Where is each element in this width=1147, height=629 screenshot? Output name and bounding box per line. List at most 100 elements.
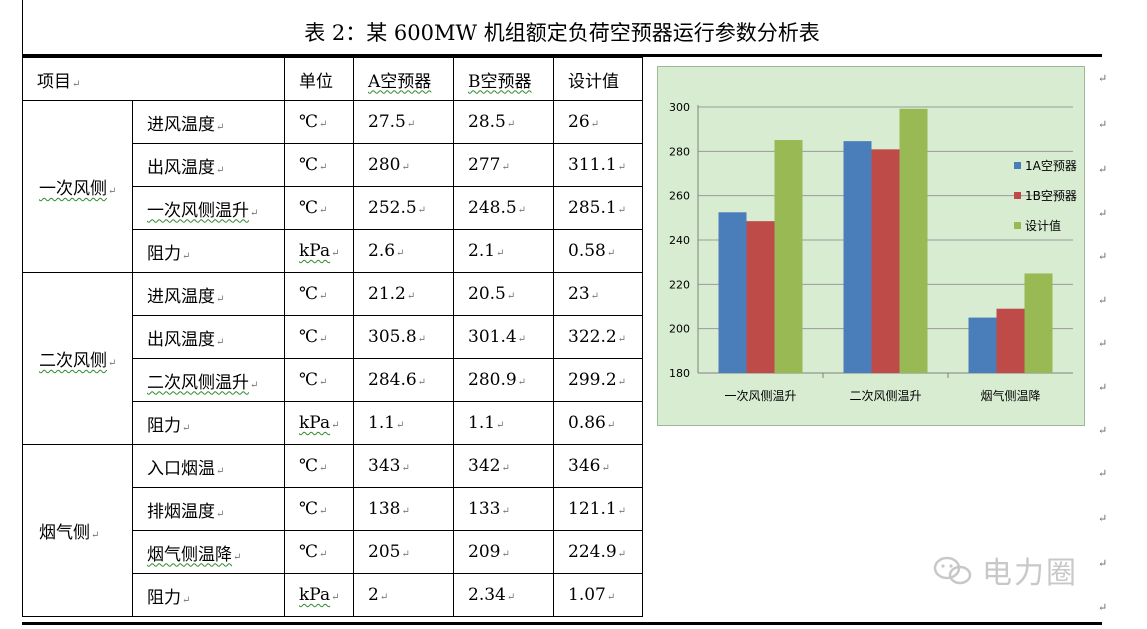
item-cell-text: 阻力 [147,243,181,264]
bar [968,317,997,373]
unit-cell: ℃↵ [284,530,354,574]
header-item: 项目↵ [22,57,285,101]
paragraph-mark: ↵ [182,250,191,262]
legend-swatch [1014,222,1021,229]
b-value-cell: 248.5↵ [453,186,554,230]
unit-cell-text: ℃ [299,198,319,218]
paragraph-mark: ↵ [606,248,616,259]
b-value-cell: 133↵ [453,487,554,531]
design-value-cell-text: 0.58 [568,241,606,261]
paragraph-mark: ↵ [216,121,225,133]
paragraph-mark: ↵ [401,463,410,474]
paragraph-mark: ↵ [417,377,427,388]
header-b-label: B空预器 [468,71,532,92]
b-value-cell: 2.34↵ [453,573,554,617]
group-name: 一次风侧 [39,179,107,199]
unit-cell-text: ℃ [299,112,319,132]
unit-cell-text: ℃ [299,542,319,562]
unit-cell: ℃↵ [284,444,354,488]
bar [718,212,747,373]
a-value-cell-text: 138 [368,499,401,519]
table-row: 烟气侧↵ 入口烟温↵ ℃↵ 343↵ 342↵ 346↵ [22,444,643,617]
margin-paragraph-mark: ↵ [1098,163,1108,176]
a-value-cell: 2↵ [353,573,454,617]
table-row: 烟气侧温降↵ ℃↵ 205↵ 209↵ 224.9↵ [23,530,643,574]
paragraph-mark: ↵ [601,463,610,474]
paragraph-mark: ↵ [606,592,616,603]
b-value-cell: 20.5↵ [453,272,554,316]
design-value-cell-text: 224.9 [568,542,617,562]
paragraph-mark: ↵ [319,549,328,560]
paragraph-mark: ↵ [319,463,328,474]
b-value-cell-text: 277 [468,155,501,175]
unit-cell: kPa↵ [284,401,354,445]
group-label: 二次风侧↵ [22,272,133,445]
group-name: 烟气侧 [39,523,90,543]
paragraph-mark: ↵ [401,549,410,560]
b-value-cell-text: 2.34 [468,585,506,605]
unit-cell: ℃↵ [284,100,354,144]
paragraph-mark: ↵ [319,205,328,216]
a-value-cell: 284.6↵ [353,358,454,402]
bar [899,108,928,374]
paragraph-mark: ↵ [401,506,410,517]
paragraph-mark: ↵ [216,293,225,305]
item-cell-text: 一次风侧温升 [147,200,249,221]
paragraph-mark: ↵ [72,78,81,90]
b-value-cell-text: 280.9 [468,370,517,390]
item-cell: 入口烟温↵ [132,444,285,488]
item-cell-text: 入口烟温 [147,458,215,479]
paragraph-mark: ↵ [250,379,259,391]
header-design-label: 设计值 [568,71,619,92]
item-cell: 烟气侧温降↵ [132,530,285,574]
item-cell: 阻力↵ [132,573,285,617]
paragraph-mark: ↵ [319,162,328,173]
item-cell-text: 二次风侧温升 [147,372,249,393]
unit-cell-text: ℃ [299,370,319,390]
bar-chart-svg: 180 200 220 240 260 280 300 一次风侧温升 二次风侧温升 烟气侧温降 1A… [669,101,1077,403]
table-row: 阻力↵ kPa↵ 2↵ 2.34↵ 1.07↵ [23,573,643,617]
table-row: 出风温度↵ ℃↵ 305.8↵ 301.4↵ 322.2↵ [23,315,643,359]
design-value-cell-text: 322.2 [568,327,617,347]
bar [871,149,900,373]
paragraph-mark: ↵ [182,594,191,606]
b-value-cell-text: 1.1 [468,413,496,433]
paragraph-mark: ↵ [501,549,510,560]
y-tick-label: 200 [669,323,690,336]
margin-paragraph-mark: ↵ [1098,250,1108,263]
item-cell: 出风温度↵ [132,143,285,187]
legend-label: 1A空预器 [1025,159,1077,173]
paragraph-mark: ↵ [406,291,416,302]
legend-label: 1B空预器 [1025,189,1077,203]
bar-chart: 180 200 220 240 260 280 300 一次风侧温升 二次风侧温升 烟气侧温降 1A… [657,66,1085,426]
item-cell-text: 进风温度 [147,114,215,135]
paragraph-mark: ↵ [250,207,259,219]
paragraph-mark: ↵ [108,358,117,369]
paragraph-mark: ↵ [319,291,328,302]
paragraph-mark: ↵ [617,334,627,345]
x-tick-label: 一次风侧温升 [724,389,796,403]
paragraph-mark: ↵ [331,248,340,259]
design-value-cell-text: 285.1 [568,198,617,218]
bar [774,140,803,373]
bar [996,308,1025,373]
paragraph-mark: ↵ [319,334,328,345]
unit-cell: ℃↵ [284,315,354,359]
legend-swatch [1014,162,1021,169]
legend-swatch [1014,192,1021,199]
table-row: 一次风侧↵ 进风温度↵ ℃↵ 27.5↵ 28.5↵ 26↵ [22,100,643,273]
margin-paragraph-mark: ↵ [1098,557,1108,570]
item-cell: 一次风侧温升↵ [132,186,285,230]
bar [746,221,775,373]
group-name: 二次风侧 [39,351,107,371]
item-cell-text: 进风温度 [147,286,215,307]
paragraph-mark: ↵ [590,119,600,130]
item-cell-text: 阻力 [147,415,181,436]
design-value-cell-text: 311.1 [568,155,617,175]
header-b: B空预器 [453,57,554,101]
item-cell: 排烟温度↵ [132,487,285,531]
unit-cell-text: ℃ [299,284,319,304]
margin-paragraph-mark: ↵ [1098,601,1108,614]
a-value-cell: 305.8↵ [353,315,454,359]
margin-paragraph-mark: ↵ [1098,512,1108,525]
